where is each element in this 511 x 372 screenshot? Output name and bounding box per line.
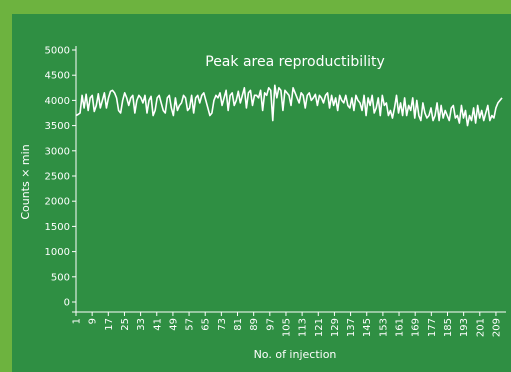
- x-axis-title: No. of injection: [254, 348, 337, 361]
- y-tick-label: 1500: [45, 222, 70, 233]
- y-tick-label: 2000: [45, 197, 70, 208]
- series-line: [75, 84, 503, 127]
- x-tick-label: 209: [491, 318, 502, 337]
- x-tick-label: 9: [88, 318, 99, 324]
- y-tick-label: 3000: [45, 146, 70, 157]
- x-tick-label: 153: [378, 318, 389, 337]
- x-tick-label: 121: [314, 318, 325, 337]
- y-tick-label: 3500: [45, 121, 70, 132]
- chart-svg: 0 500 1000 1500 2000 2500 3000 3500 4000 4500 5000…: [19, 46, 506, 361]
- x-tick-label: 49: [168, 318, 179, 331]
- y-tick-label: 2500: [45, 172, 70, 183]
- y-tick-label: 5000: [45, 46, 70, 57]
- x-tick-label: 177: [427, 318, 438, 337]
- x-tick-label: 129: [330, 318, 341, 337]
- x-tick-label: 57: [185, 318, 196, 331]
- y-axis: 0 500 1000 1500 2000 2500 3000 3500 4000 4500 5000: [45, 46, 77, 312]
- x-tick-label: 73: [217, 318, 228, 331]
- x-tick-label: 65: [201, 318, 212, 331]
- x-tick-label: 97: [265, 318, 276, 331]
- x-tick-label: 201: [475, 318, 486, 337]
- x-tick-label: 89: [249, 318, 260, 331]
- x-tick-label: 161: [395, 318, 406, 337]
- x-tick-label: 145: [362, 318, 373, 337]
- x-tick-label: 105: [281, 318, 292, 337]
- x-tick-label: 185: [443, 318, 454, 337]
- x-tick-label: 193: [459, 318, 470, 337]
- x-tick-label: 33: [136, 318, 147, 331]
- y-tick-label: 1000: [45, 247, 70, 258]
- x-tick-label: 137: [346, 318, 357, 337]
- x-axis: 1 9 17 25 33 41 49 57 65 73 81 89 97 105 113 121 129 137 1…: [72, 311, 506, 337]
- x-tick-label: 169: [411, 318, 422, 337]
- x-tick-label: 81: [233, 318, 244, 331]
- y-tick-label: 4500: [45, 71, 70, 82]
- x-tick-label: 25: [120, 318, 131, 331]
- y-axis-title: Counts × min: [19, 144, 32, 219]
- y-tick-label: 500: [51, 272, 70, 283]
- chart-panel: 0 500 1000 1500 2000 2500 3000 3500 4000 4500 5000…: [12, 14, 511, 372]
- chart-title: Peak area reproductibility: [205, 54, 385, 70]
- x-tick-label: 1: [72, 318, 83, 324]
- x-tick-label: 41: [152, 318, 163, 331]
- x-tick-label: 113: [298, 318, 309, 337]
- x-tick-label: 17: [104, 318, 115, 331]
- y-tick-label: 0: [64, 298, 70, 309]
- y-tick-label: 4000: [45, 96, 70, 107]
